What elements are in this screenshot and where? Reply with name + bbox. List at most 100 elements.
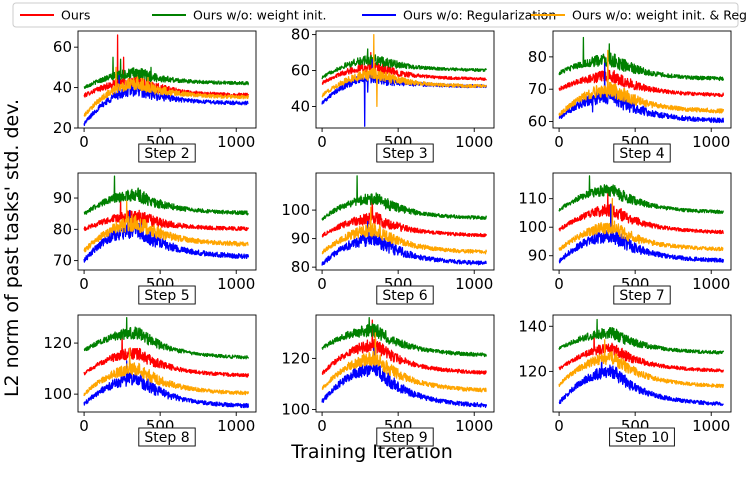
series-line-ours-w-o-regularization [83, 209, 250, 263]
x-tick-label: 0 [317, 275, 327, 293]
subplot-title: Step 6 [382, 288, 427, 304]
y-tick-label: 120 [43, 334, 72, 352]
series-line-ours [321, 198, 488, 238]
plot-frame [315, 172, 495, 271]
series-line-ours-w-o-regularization [558, 357, 724, 407]
y-tick-label: 80 [291, 26, 310, 44]
y-tick-label: 120 [518, 362, 547, 380]
series-line-ours-w-o-regularization [83, 74, 249, 127]
x-tick-label: 0 [554, 417, 564, 435]
series-line-ours-w-o-weight-init [558, 318, 725, 355]
y-axis-title: L2 norm of past tasks' std. dev. [1, 99, 23, 397]
series-line-ours [558, 332, 725, 373]
x-axis-title: Training Iteration [290, 441, 453, 463]
series-group [321, 316, 488, 408]
series-line-ours [321, 319, 487, 375]
x-tick-label: 0 [554, 133, 564, 151]
y-tick-label: 60 [528, 113, 547, 131]
series-line-ours-w-o-weight-init [558, 36, 725, 82]
series-group [558, 175, 725, 264]
x-tick-label: 1000 [455, 417, 493, 435]
series-line-ours-w-o-regularization [321, 347, 488, 408]
y-tick-label: 70 [528, 80, 547, 98]
series-line-ours-w-o-weight-init-reg [558, 198, 724, 252]
x-tick-label: 1000 [692, 133, 730, 151]
series-line-ours-w-o-weight-init [321, 316, 488, 358]
series-group [83, 175, 250, 263]
plot-frame [552, 30, 732, 129]
plot-frame [315, 314, 495, 413]
legend-entry-no-init: Ours w/o: weight init. [152, 8, 327, 23]
y-tick-label: 60 [53, 38, 72, 56]
series-line-ours-w-o-regularization [321, 220, 487, 266]
y-tick-label: 100 [281, 201, 310, 219]
y-tick-label: 90 [291, 230, 310, 248]
series-line-ours-w-o-weight-init [83, 56, 250, 89]
subplot-title: Step 8 [144, 430, 189, 446]
x-tick-label: 1000 [217, 417, 255, 435]
y-tick-label: 110 [518, 190, 547, 208]
legend-entry-no-reg: Ours w/o: Regularization [362, 8, 556, 23]
series-line-ours [558, 56, 725, 98]
subplot-title-box [609, 427, 675, 447]
series-line-ours-w-o-weight-init-reg [321, 33, 487, 108]
series-group [83, 316, 250, 409]
series-line-ours-w-o-weight-init-reg [321, 332, 487, 393]
series-line-ours-w-o-regularization [83, 360, 250, 409]
plot-frame [315, 30, 495, 129]
subplot-title: Step 7 [619, 288, 664, 304]
x-tick-label: 1000 [217, 133, 255, 151]
series-line-ours-w-o-weight-init-reg [83, 66, 250, 117]
series-group [321, 33, 488, 127]
x-tick-label: 0 [79, 133, 89, 151]
series-group [83, 34, 250, 127]
x-tick-label: 1000 [692, 417, 730, 435]
series-line-ours-w-o-weight-init-reg [83, 200, 249, 253]
y-tick-label: 120 [281, 349, 310, 367]
x-tick-label: 0 [79, 417, 89, 435]
series-line-ours-w-o-weight-init [83, 316, 250, 360]
x-tick-label: 0 [79, 275, 89, 293]
x-tick-label: 1000 [692, 275, 730, 293]
series-line-ours-w-o-weight-init [83, 175, 249, 216]
series-line-ours-w-o-regularization [558, 203, 725, 264]
y-tick-label: 100 [43, 385, 72, 403]
x-tick-label: 0 [554, 275, 564, 293]
subplot-title: Step 10 [615, 430, 669, 446]
plot-frame [77, 314, 257, 413]
y-tick-label: 40 [291, 97, 310, 115]
subplot-title: Step 2 [144, 146, 189, 162]
series-line-ours-w-o-weight-init [558, 175, 724, 215]
y-tick-label: 80 [53, 220, 72, 238]
series-line-ours [558, 192, 724, 235]
plot-frame [552, 172, 732, 271]
y-tick-label: 80 [291, 258, 310, 276]
subplot-title: Step 5 [144, 288, 189, 304]
legend-entry-no-both: Ours w/o: weight init. & Reg. [531, 8, 747, 23]
subplot-title: Step 3 [382, 146, 427, 162]
y-tick-label: 80 [528, 48, 547, 66]
y-tick-label: 70 [53, 252, 72, 270]
x-tick-label: 1000 [455, 133, 493, 151]
y-tick-label: 140 [518, 317, 547, 335]
subplot-title-box [613, 285, 671, 305]
legend-label-no-reg: Ours w/o: Regularization [403, 8, 556, 23]
legend: Ours Ours w/o: weight init. Ours w/o: Re… [12, 2, 747, 28]
y-tick-label: 20 [53, 119, 72, 137]
subplot-title-box [376, 285, 434, 305]
subplot-title: Step 4 [619, 146, 664, 162]
y-tick-label: 100 [518, 218, 547, 236]
x-tick-label: 1000 [455, 275, 493, 293]
subplot-title-box [138, 427, 196, 447]
series-line-ours [321, 51, 487, 86]
